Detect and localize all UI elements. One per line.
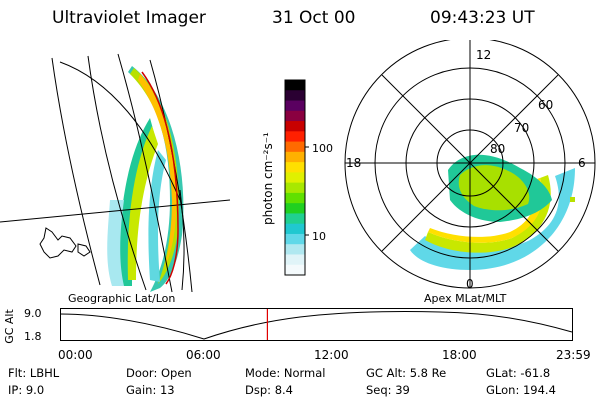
time-tick-1200: 12:00 <box>314 348 349 362</box>
diffuse-emission-west-core <box>127 126 158 280</box>
auroral-band-core <box>138 74 177 270</box>
info-flt: Flt: LBHL <box>8 366 60 380</box>
mlt-label-6: 6 <box>578 156 586 170</box>
terminator-line <box>141 71 179 285</box>
mlt-label-0: 0 <box>466 277 474 291</box>
lat-label-80: 80 <box>490 142 506 156</box>
altitude-ytick-low: 1.8 <box>24 330 42 343</box>
oval-band-core <box>428 178 543 243</box>
colorbar-swatch <box>285 121 305 132</box>
colorbar-swatch <box>285 172 305 184</box>
mlt-axis-diagonal <box>381 74 559 252</box>
time-tick-1800: 18:00 <box>442 348 477 362</box>
colorbar-unit-label: photon cm⁻²s⁻¹ <box>261 132 275 225</box>
colorbar-frame <box>284 79 306 276</box>
info-door: Door: Open <box>126 366 192 380</box>
colorbar-swatch <box>285 233 305 245</box>
latitude-circle <box>59 61 181 201</box>
oval-band <box>425 175 551 253</box>
time-tick-2359: 23:59 <box>556 348 591 362</box>
colorbar-swatch <box>285 264 305 276</box>
geographic-image-panel <box>0 53 231 293</box>
meridian-line <box>51 57 101 286</box>
altitude-ylabel-wrap: GC Alt <box>2 304 20 348</box>
altitude-curve <box>60 311 573 340</box>
right-panel-caption: Apex MLat/MLT <box>424 292 507 305</box>
emission-speck <box>570 197 575 202</box>
colorbar: photon cm⁻²s⁻¹ <box>261 79 309 276</box>
colorbar-swatch <box>285 100 305 112</box>
colorbar-swatch <box>285 131 305 143</box>
coastline <box>39 227 77 259</box>
info-glat: GLat: -61.8 <box>486 366 551 380</box>
colorbar-swatch <box>285 203 305 214</box>
info-glon: GLon: 194.4 <box>486 383 556 397</box>
observation-time: 09:43:23 UT <box>430 8 535 28</box>
colorbar-swatch <box>285 80 305 91</box>
observation-date: 31 Oct 00 <box>272 8 356 28</box>
lat-label-60: 60 <box>538 98 554 112</box>
meridian-line <box>117 53 173 293</box>
latitude-circle <box>179 189 185 291</box>
colorbar-swatch <box>285 90 305 102</box>
meridian-line <box>87 55 147 291</box>
colorbar-swatch <box>285 244 305 255</box>
left-panel-caption: Geographic Lat/Lon <box>68 292 176 305</box>
mlt-label-12: 12 <box>476 48 492 62</box>
colorbar-swatch <box>285 110 305 122</box>
time-tick-0600: 06:00 <box>186 348 221 362</box>
auroral-band-outer <box>128 66 184 292</box>
polar-plot-panel <box>344 40 596 289</box>
altitude-plot-frame <box>60 308 573 341</box>
latitude-line <box>0 199 231 223</box>
altitude-plot <box>60 308 573 341</box>
colorbar-swatch <box>285 182 305 194</box>
info-seq: Seq: 39 <box>366 383 410 397</box>
colorbar-swatch <box>285 223 305 235</box>
altitude-ytick-high: 9.0 <box>24 307 42 320</box>
colorbar-swatch <box>285 162 305 173</box>
info-mode: Mode: Normal <box>245 366 326 380</box>
coastline <box>77 243 91 257</box>
lat-label-70: 70 <box>514 121 530 135</box>
diffuse-emission-edge <box>107 200 124 286</box>
mlt-label-18: 18 <box>346 156 362 170</box>
colorbar-swatch <box>285 151 305 163</box>
info-gain: Gain: 13 <box>126 383 175 397</box>
colorbar-swatch <box>285 254 305 266</box>
auroral-band-mid <box>130 68 179 284</box>
colorbar-tick-100: 100 <box>312 142 333 155</box>
colorbar-tick-10: 10 <box>312 230 326 243</box>
info-gc-alt: GC Alt: 5.8 Re <box>366 366 447 380</box>
altitude-ylabel: GC Alt <box>2 309 16 344</box>
colorbar-swatch <box>285 192 305 204</box>
colorbar-swatch <box>285 213 305 225</box>
instrument-title: Ultraviolet Imager <box>52 8 206 28</box>
oval-diffuse <box>410 168 575 270</box>
info-dsp: Dsp: 8.4 <box>245 383 293 397</box>
time-tick-0000: 00:00 <box>58 348 93 362</box>
info-ip: IP: 9.0 <box>8 383 45 397</box>
colorbar-swatch <box>285 141 305 153</box>
